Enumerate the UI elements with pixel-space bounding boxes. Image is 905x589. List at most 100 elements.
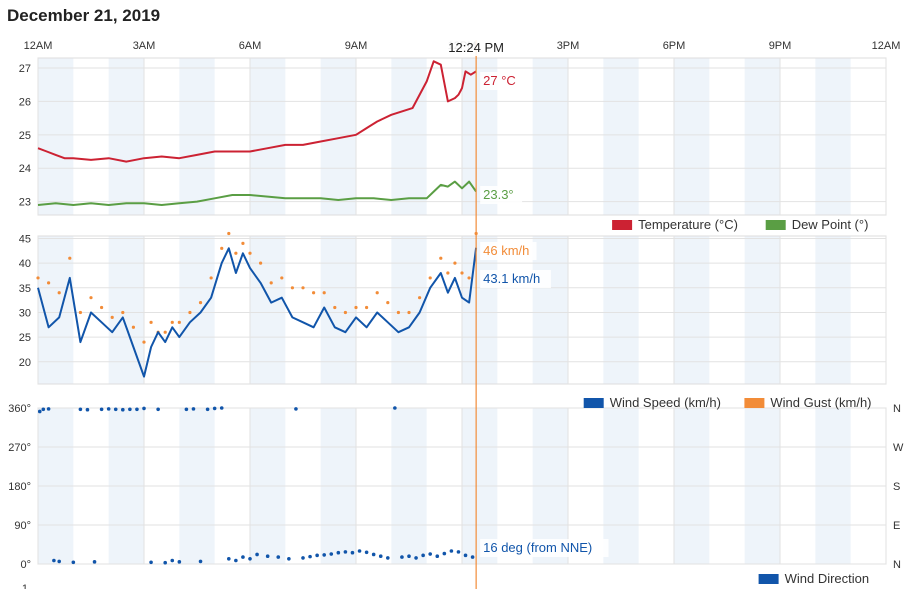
wind-direction-point: [428, 552, 433, 556]
x-tick-label: 9PM: [769, 40, 792, 52]
wind-direction-point: [294, 407, 298, 411]
y-tick-label: 23: [19, 197, 31, 209]
y-tick-label-right: W: [893, 442, 904, 454]
wind-gust-point: [89, 296, 93, 300]
wind-direction-point: [435, 554, 440, 558]
wind-direction-point: [142, 406, 146, 411]
wind-direction-point: [92, 560, 97, 564]
wind-gust-point: [248, 251, 252, 255]
wind-gust-point: [78, 310, 82, 315]
hour-band: [603, 58, 639, 215]
wind-direction-point: [386, 556, 390, 560]
wind-direction-point: [315, 553, 319, 558]
temperature-line: [37, 60, 477, 163]
cursor-time-label: 12:24 PM: [448, 40, 504, 55]
wind-direction-point: [71, 560, 76, 565]
hour-band: [815, 58, 851, 215]
wind-gust-point: [439, 256, 443, 260]
wind-direction-point: [329, 552, 334, 556]
x-tick-label: 3AM: [133, 40, 156, 52]
y-tick-label: 27: [19, 63, 31, 75]
wind-gust-current-label-bg: [480, 242, 537, 260]
hour-band: [179, 236, 215, 384]
wind-gust-point: [259, 261, 263, 265]
wind-gust-point: [241, 241, 245, 245]
wind-direction-point: [470, 555, 475, 559]
wind-gust-point: [460, 271, 464, 275]
wind-speed-line: [37, 247, 478, 378]
y-tick-label: 30: [19, 307, 31, 319]
wind-gust-point: [220, 246, 224, 250]
wind-direction-point: [205, 407, 210, 412]
y-tick-label: 40: [19, 258, 31, 270]
wind-gust-point: [47, 281, 51, 285]
hour-band: [815, 236, 851, 384]
wind-gust-point: [322, 291, 326, 295]
wind-direction-point: [227, 557, 231, 561]
wind-gust-point: [68, 256, 72, 260]
wind-direction-point: [234, 558, 238, 563]
wind-direction-point: [113, 407, 118, 412]
wind-direction-point: [128, 407, 132, 412]
x-tick-label: 9AM: [345, 40, 368, 52]
wind-direction-point: [421, 553, 425, 558]
wind-direction-point: [400, 555, 404, 559]
legend-wind-gust-swatch: [744, 398, 765, 408]
wind-direction-point: [255, 552, 259, 557]
hour-band: [674, 236, 710, 384]
x-tick-label: 12AM: [872, 40, 901, 52]
hour-band: [250, 236, 286, 384]
wind-direction-point: [456, 550, 461, 554]
y-tick-label: 20: [19, 357, 31, 369]
wind-gust-point: [467, 276, 471, 280]
y-tick-label: 25: [19, 130, 31, 142]
legend-temperature-swatch: [612, 220, 633, 230]
wind-gust-point: [121, 310, 125, 315]
temperature-current-label-bg: [480, 72, 523, 90]
wind-direction-point: [198, 559, 203, 564]
y-tick-label: 45: [19, 233, 31, 245]
wind-direction-point: [37, 409, 42, 414]
wind-direction-point: [241, 555, 245, 559]
wind-gust-point: [142, 340, 146, 344]
wind-direction-point: [163, 560, 167, 565]
wind-gust-point: [110, 315, 114, 319]
wind-direction-current-label-bg: [480, 539, 609, 557]
legend-temperature-text: Temperature (°C): [638, 217, 738, 232]
hour-band: [391, 58, 427, 215]
wind-direction-point: [371, 552, 376, 557]
wind-gust-point: [177, 320, 181, 324]
wind-direction-point: [46, 407, 51, 411]
y-tick-label-right: S: [893, 481, 900, 493]
wind-direction-point: [343, 550, 348, 554]
legend-dew-point-swatch: [765, 220, 786, 230]
y-tick-label: 35: [19, 283, 31, 295]
wind-direction-point: [191, 407, 196, 411]
wind-speed-current-label: 43.1 km/h: [483, 271, 540, 286]
dew-point-current-label-bg: [480, 186, 523, 204]
wind-direction-point: [350, 550, 355, 555]
wind-direction-point: [414, 556, 418, 560]
wind-gust-point: [170, 320, 174, 324]
y-tick-label-bottom: 1: [22, 583, 28, 589]
time-cursor: 12:24 PM: [445, 38, 510, 589]
wind-direction-point: [442, 551, 447, 556]
wind-direction-point: [85, 407, 90, 412]
wind-gust-point: [396, 310, 400, 315]
y-tick-label-right: E: [893, 520, 900, 532]
y-tick-label-right: N: [893, 403, 901, 415]
dew-point-line: [37, 180, 477, 206]
wind-direction-point: [57, 559, 61, 564]
hour-band: [532, 58, 568, 215]
wind-direction-point: [364, 550, 369, 555]
wind-gust-point: [280, 276, 284, 280]
x-tick-label: 12AM: [24, 40, 53, 52]
x-tick-label: 6AM: [239, 40, 262, 52]
legend-wind-direction-swatch: [758, 574, 779, 584]
wind-direction-point: [336, 550, 341, 555]
y-tick-label-right: N: [893, 559, 901, 571]
legend-dew-point-text: Dew Point (°): [792, 217, 869, 232]
wind-gust-point: [57, 291, 61, 295]
wind-gust-point: [428, 276, 432, 280]
